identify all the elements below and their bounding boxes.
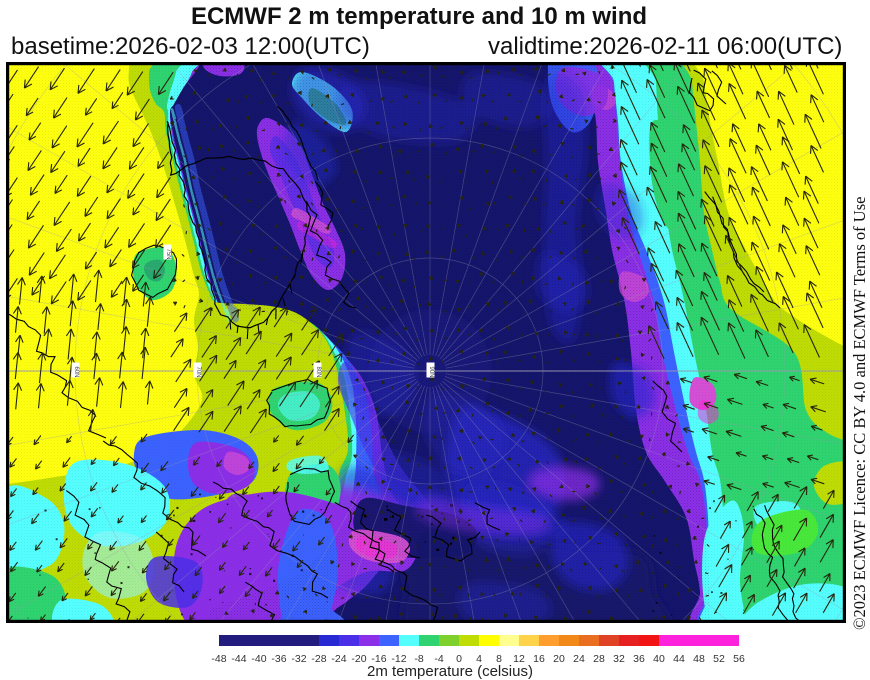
svg-text:40: 40 (653, 653, 665, 665)
svg-text:28: 28 (593, 653, 605, 665)
svg-text:-28: -28 (311, 653, 326, 665)
svg-text:-20: -20 (351, 653, 366, 665)
svg-text:80N: 80N (315, 366, 321, 377)
svg-text:-48: -48 (211, 653, 226, 665)
svg-text:20: 20 (553, 653, 565, 665)
svg-text:-40: -40 (251, 653, 266, 665)
svg-text:75N: 75N (165, 248, 171, 259)
svg-text:-12: -12 (391, 653, 406, 665)
svg-text:24: 24 (573, 653, 585, 665)
svg-text:-36: -36 (271, 653, 286, 665)
svg-text:4: 4 (476, 653, 482, 665)
svg-text:-4: -4 (434, 653, 443, 665)
svg-text:90N: 90N (428, 366, 434, 377)
svg-text:36: 36 (633, 653, 645, 665)
svg-text:-8: -8 (414, 653, 423, 665)
svg-text:-24: -24 (331, 653, 346, 665)
svg-text:16: 16 (533, 653, 545, 665)
svg-text:-32: -32 (291, 653, 306, 665)
svg-text:44: 44 (673, 653, 685, 665)
svg-text:48: 48 (693, 653, 705, 665)
svg-text:52: 52 (713, 653, 725, 665)
svg-text:60N: 60N (73, 366, 79, 377)
svg-text:70N: 70N (195, 366, 201, 377)
svg-text:32: 32 (613, 653, 625, 665)
svg-text:56: 56 (733, 653, 745, 665)
svg-text:8: 8 (496, 653, 502, 665)
svg-text:12: 12 (513, 653, 525, 665)
svg-text:0: 0 (456, 653, 462, 665)
svg-text:-44: -44 (231, 653, 246, 665)
svg-text:-16: -16 (371, 653, 386, 665)
